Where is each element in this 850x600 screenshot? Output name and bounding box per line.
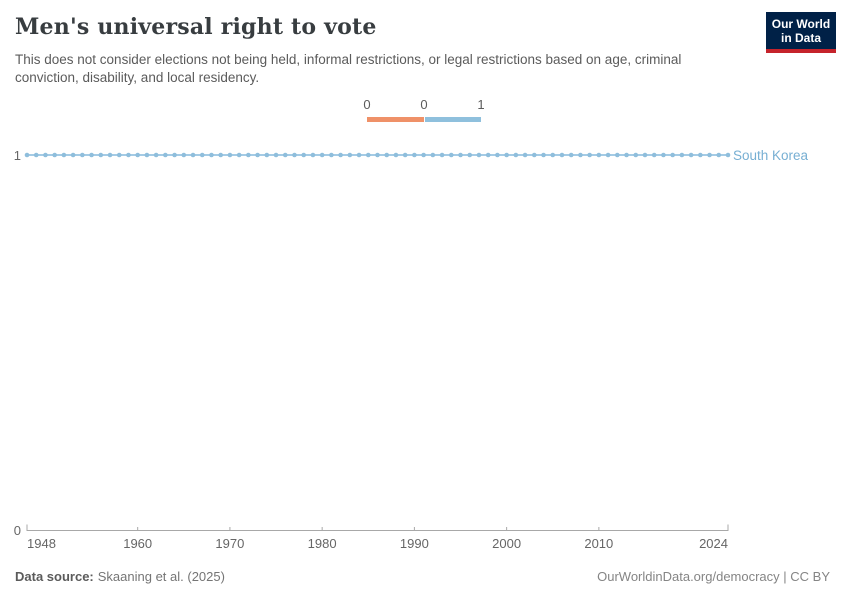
- x-axis-tick-1960: 1960: [123, 536, 153, 551]
- chart-footer: Data source: Skaaning et al. (2025) OurWo…: [15, 569, 830, 584]
- x-axis-tick-1990: 1990: [399, 536, 429, 551]
- x-axis-tick-1970: 1970: [215, 536, 245, 551]
- legend-tick-1: 1: [477, 97, 485, 112]
- page-title: Men's universal right to vote: [15, 14, 377, 40]
- origin-link[interactable]: OurWorldinData.org/democracy | CC BY: [597, 569, 830, 584]
- legend-tick-0b: 0: [420, 97, 428, 112]
- y-axis-tick-1: 1: [13, 148, 21, 163]
- page-subtitle: This does not consider elections not bei…: [15, 52, 682, 85]
- owid-logo-text: Our World in Data: [766, 12, 836, 49]
- data-source: Data source: Skaaning et al. (2025): [15, 569, 225, 584]
- series-label-south-korea[interactable]: South Korea: [733, 148, 809, 163]
- owid-logo[interactable]: Our World in Data: [766, 12, 836, 53]
- x-axis-tick-2000: 2000: [492, 536, 522, 551]
- data-source-value: Skaaning et al. (2025): [97, 569, 225, 584]
- x-axis-tick-2010: 2010: [584, 536, 614, 551]
- owid-logo-accent-bar: [766, 49, 836, 53]
- x-axis-tick-2024: 2024: [699, 536, 728, 551]
- legend-tick-0a: 0: [363, 97, 371, 112]
- legend-swatch-1: [425, 117, 481, 122]
- legend-swatch-0: [367, 117, 424, 122]
- x-axis-tick-1980: 1980: [307, 536, 337, 551]
- y-axis-tick-0: 0: [13, 523, 21, 538]
- data-source-label: Data source:: [15, 569, 94, 584]
- x-axis-tick-1948: 1948: [27, 536, 56, 551]
